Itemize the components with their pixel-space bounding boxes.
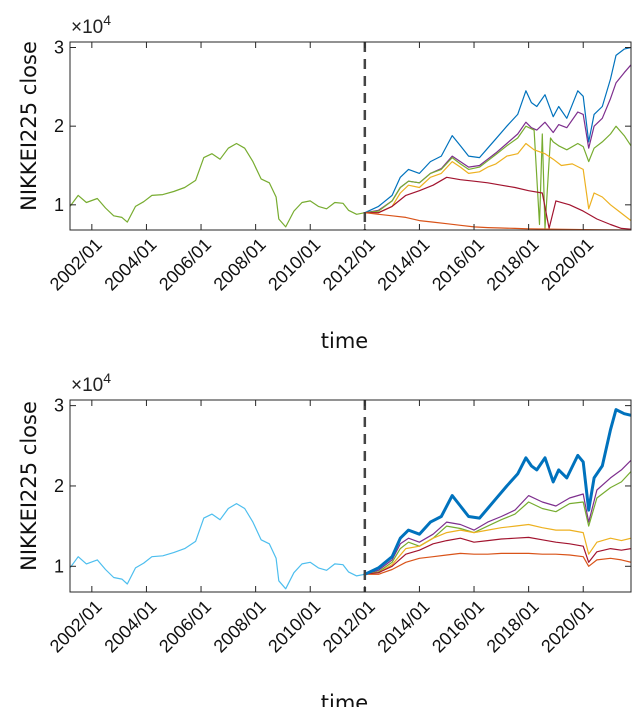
x-axis-title: time <box>321 691 368 707</box>
series-line-6 <box>364 552 631 575</box>
y-tick-label: 2 <box>54 116 64 136</box>
series-line-1 <box>363 408 631 576</box>
series-group <box>70 46 631 230</box>
series-line-2 <box>364 64 631 214</box>
y-exponent-label: ×104 <box>71 370 111 396</box>
x-tick-label: 2020/01 <box>537 596 597 656</box>
x-tick-label: 2006/01 <box>155 234 215 294</box>
series-group <box>70 408 631 590</box>
series-line-3 <box>364 470 631 575</box>
y-axis-title: NIKKEI225 close <box>17 41 41 211</box>
x-tick-label: 2018/01 <box>483 596 543 656</box>
plot-area-frame <box>69 399 632 593</box>
y-tick-label: 2 <box>54 476 64 496</box>
x-tick-label: 2008/01 <box>210 234 270 294</box>
y-tick-label: 3 <box>54 396 64 416</box>
x-tick-label: 2002/01 <box>46 596 106 656</box>
x-tick-label: 2006/01 <box>155 596 215 656</box>
x-tick-label: 2010/01 <box>264 596 324 656</box>
x-tick-label: 2004/01 <box>100 596 160 656</box>
series-line-5 <box>364 176 631 230</box>
series-line-3 <box>364 125 631 229</box>
chart-panel-2: 1232002/012004/012006/012008/012010/0120… <box>17 370 632 707</box>
x-tick-label: 2010/01 <box>264 234 324 294</box>
series-line-4 <box>364 142 631 222</box>
series-line-2 <box>364 459 631 575</box>
x-tick-label: 2016/01 <box>428 596 488 656</box>
x-tick-label: 2002/01 <box>46 234 106 294</box>
series-line-1 <box>364 46 631 214</box>
chart-panel-1: 1232002/012004/012006/012008/012010/0120… <box>17 12 632 353</box>
y-tick-label: 1 <box>54 556 64 576</box>
x-tick-label: 2008/01 <box>210 596 270 656</box>
y-axis-title: NIKKEI225 close <box>17 401 41 571</box>
x-tick-label: 2014/01 <box>373 596 433 656</box>
series-line-5 <box>364 536 631 575</box>
x-tick-label: 2012/01 <box>319 596 379 656</box>
y-exponent-label: ×104 <box>71 12 111 38</box>
x-tick-label: 2018/01 <box>483 234 543 294</box>
x-axis-title: time <box>321 329 368 353</box>
x-tick-label: 2012/01 <box>319 234 379 294</box>
series-line-history <box>70 142 366 228</box>
y-tick-label: 1 <box>54 195 64 215</box>
series-line-4 <box>364 523 631 575</box>
x-tick-label: 2004/01 <box>100 234 160 294</box>
x-tick-label: 2016/01 <box>428 234 488 294</box>
x-tick-label: 2020/01 <box>537 234 597 294</box>
series-line-history <box>70 503 366 590</box>
plot-area-frame <box>69 41 632 231</box>
y-tick-label: 3 <box>54 38 64 58</box>
x-tick-label: 2014/01 <box>373 234 433 294</box>
